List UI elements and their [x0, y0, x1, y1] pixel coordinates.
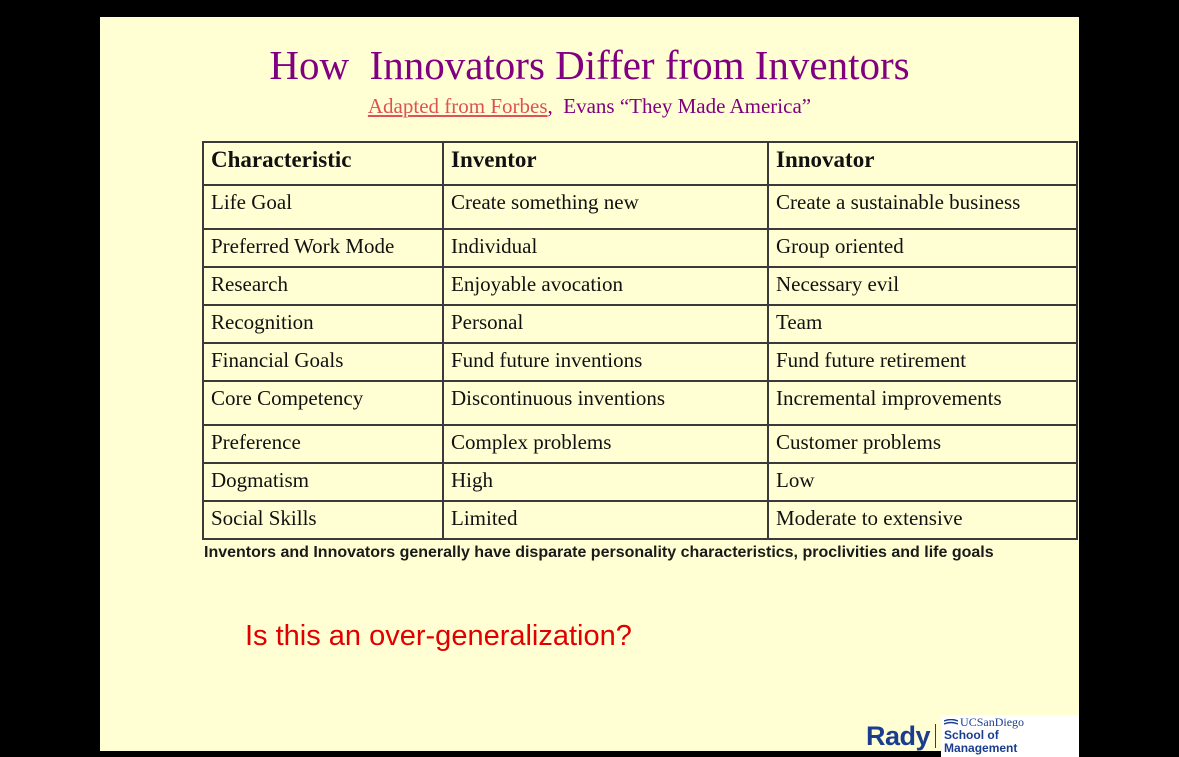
table-caption: Inventors and Innovators generally have …	[204, 544, 994, 561]
cell-characteristic: Social Skills	[202, 500, 444, 540]
forbes-link[interactable]: Adapted from Forbes	[367, 94, 548, 118]
table-row: Preferred Work Mode Individual Group ori…	[202, 228, 1078, 268]
header-innovator: Innovator	[767, 141, 1078, 186]
header-characteristic: Characteristic	[202, 141, 444, 186]
header-inventor: Inventor	[442, 141, 769, 186]
table-row: Life Goal Create something new Create a …	[202, 184, 1078, 230]
cell-inventor: Enjoyable avocation	[442, 266, 769, 306]
cell-characteristic: Core Competency	[202, 380, 444, 426]
subtitle-source: , Evans “They Made America”	[547, 94, 812, 118]
cell-inventor: Complex problems	[442, 424, 769, 464]
cell-innovator: Incremental improvements	[767, 380, 1078, 426]
table-row: Preference Complex problems Customer pro…	[202, 424, 1078, 464]
cell-innovator: Customer problems	[767, 424, 1078, 464]
slide-title: How Innovators Differ from Inventors	[269, 42, 910, 88]
cell-innovator: Low	[767, 462, 1078, 502]
cell-innovator: Fund future retirement	[767, 342, 1078, 382]
table-row: Recognition Personal Team	[202, 304, 1078, 344]
table-row: Social Skills Limited Moderate to extens…	[202, 500, 1078, 540]
cell-characteristic: Preferred Work Mode	[202, 228, 444, 268]
cell-innovator: Necessary evil	[767, 266, 1078, 306]
cell-innovator: Team	[767, 304, 1078, 344]
trident-icon	[944, 718, 959, 725]
cell-inventor: Create something new	[442, 184, 769, 230]
cell-inventor: Personal	[442, 304, 769, 344]
cell-inventor: Discontinuous inventions	[442, 380, 769, 426]
cell-characteristic: Life Goal	[202, 184, 444, 230]
cell-inventor: Limited	[442, 500, 769, 540]
cell-characteristic: Recognition	[202, 304, 444, 344]
cell-characteristic: Financial Goals	[202, 342, 444, 382]
cell-innovator: Moderate to extensive	[767, 500, 1078, 540]
table-row: Dogmatism High Low	[202, 462, 1078, 502]
cell-characteristic: Research	[202, 266, 444, 306]
rady-logo: Rady UCSanDiego School of Management	[866, 715, 1079, 757]
cell-inventor: High	[442, 462, 769, 502]
table-row: Financial Goals Fund future inventions F…	[202, 342, 1078, 382]
logo-divider	[935, 724, 937, 748]
table-row: Core Competency Discontinuous inventions…	[202, 380, 1078, 426]
logo-ucsd-text: UCSanDiego	[960, 715, 1025, 729]
comparison-table: Characteristic Inventor Innovator Life G…	[202, 141, 1078, 540]
logo-rady-text: Rady	[866, 721, 931, 751]
logo-school-text: School of Management	[944, 728, 1018, 755]
cell-inventor: Individual	[442, 228, 769, 268]
logo-ucsd: UCSanDiego	[944, 716, 1075, 729]
discussion-question: Is this an over-generalization?	[245, 620, 632, 652]
cell-innovator: Create a sustainable business	[767, 184, 1078, 230]
slide: How Innovators Differ from Inventors Ada…	[100, 17, 1079, 757]
cell-characteristic: Preference	[202, 424, 444, 464]
table-header-row: Characteristic Inventor Innovator	[202, 141, 1078, 186]
cell-innovator: Group oriented	[767, 228, 1078, 268]
cell-characteristic: Dogmatism	[202, 462, 444, 502]
slide-subtitle: Adapted from Forbes, Evans “They Made Am…	[100, 93, 1079, 119]
table-row: Research Enjoyable avocation Necessary e…	[202, 266, 1078, 306]
cell-inventor: Fund future inventions	[442, 342, 769, 382]
